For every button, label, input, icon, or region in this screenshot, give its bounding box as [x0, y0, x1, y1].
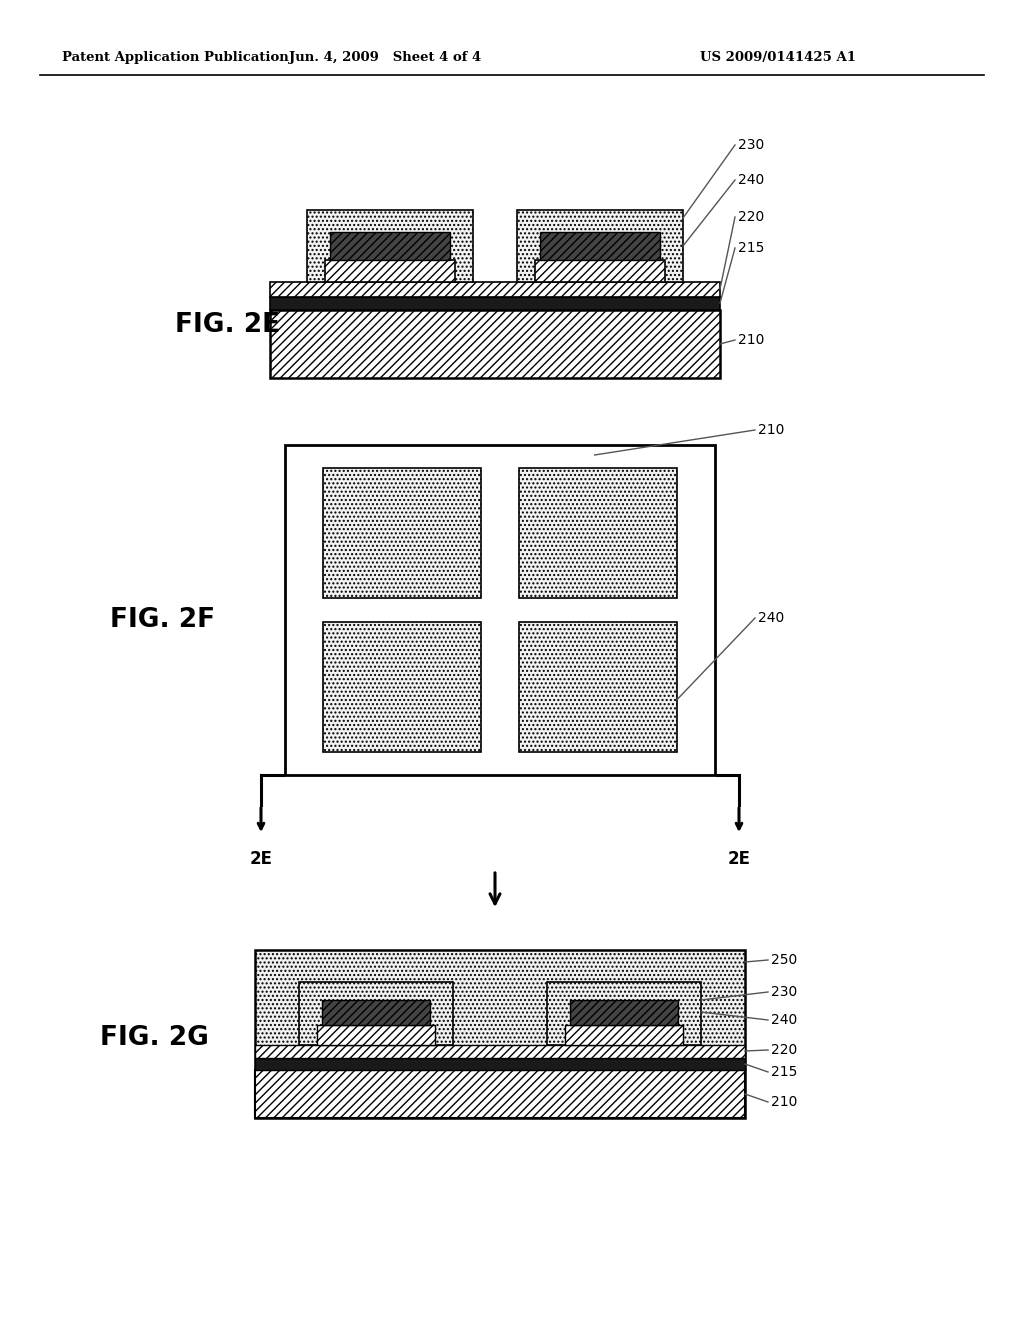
- Text: 210: 210: [738, 333, 764, 347]
- Text: 210: 210: [771, 1096, 798, 1109]
- Bar: [325, 260, 455, 282]
- Bar: [255, 950, 745, 1118]
- Bar: [270, 297, 720, 310]
- Text: FIG. 2E: FIG. 2E: [175, 312, 281, 338]
- Bar: [317, 1026, 435, 1045]
- Bar: [322, 1001, 430, 1026]
- Text: 240: 240: [738, 173, 764, 187]
- Bar: [547, 982, 701, 1045]
- Bar: [255, 1045, 745, 1059]
- Text: 220: 220: [738, 210, 764, 224]
- Text: US 2009/0141425 A1: US 2009/0141425 A1: [700, 51, 856, 65]
- Bar: [330, 232, 450, 260]
- Text: 230: 230: [771, 985, 798, 999]
- Bar: [270, 282, 720, 297]
- Bar: [517, 210, 683, 282]
- Bar: [285, 445, 715, 775]
- Text: 240: 240: [758, 611, 784, 624]
- Text: 250: 250: [771, 953, 798, 968]
- Text: 240: 240: [771, 1012, 798, 1027]
- Text: 215: 215: [771, 1065, 798, 1078]
- Text: Jun. 4, 2009   Sheet 4 of 4: Jun. 4, 2009 Sheet 4 of 4: [289, 51, 481, 65]
- Bar: [535, 260, 665, 282]
- Text: 220: 220: [771, 1043, 798, 1057]
- Bar: [519, 622, 677, 751]
- Bar: [255, 1071, 745, 1118]
- Bar: [323, 622, 481, 751]
- Bar: [299, 982, 453, 1045]
- Text: FIG. 2F: FIG. 2F: [110, 607, 215, 634]
- Text: 215: 215: [738, 242, 764, 255]
- Text: Patent Application Publication: Patent Application Publication: [62, 51, 289, 65]
- Bar: [519, 469, 677, 598]
- Text: 2E: 2E: [727, 850, 751, 869]
- Text: 210: 210: [758, 422, 784, 437]
- Bar: [255, 1059, 745, 1071]
- Bar: [323, 469, 481, 598]
- Bar: [307, 210, 473, 282]
- Bar: [540, 232, 660, 260]
- Bar: [565, 1026, 683, 1045]
- Text: 2E: 2E: [250, 850, 272, 869]
- Bar: [270, 310, 720, 378]
- Text: FIG. 2G: FIG. 2G: [100, 1026, 209, 1051]
- Bar: [570, 1001, 678, 1026]
- Text: 230: 230: [738, 139, 764, 152]
